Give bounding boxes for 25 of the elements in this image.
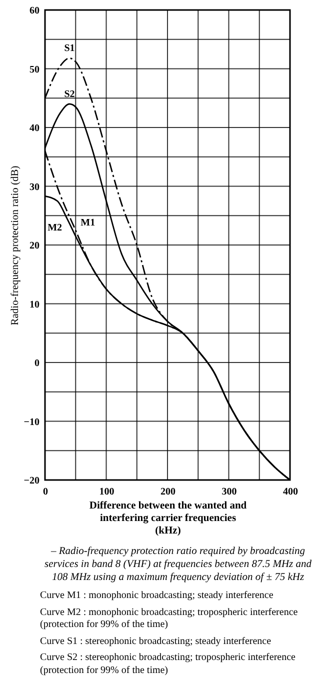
x-axis-title: Difference between the wanted and interfering carrier frequencies (kHz) — [89, 500, 247, 536]
x-tick-label: 100 — [99, 486, 114, 498]
annotation: S2 — [64, 89, 75, 100]
y-tick-label: −10 — [24, 416, 40, 428]
text: Curve S1 : stereophonic broadcasting; steady interference — [40, 636, 272, 648]
text: Curve S2 : stereophonic broadcasting; tropospheric interference (protection for 99% of the time) — [40, 652, 296, 678]
text: Curve M2 : monophonic broadcasting; tropospheric interference (protection for 99% of the time) — [40, 606, 299, 632]
y-tick-label: 0 — [34, 358, 40, 369]
y-tick-label: 20 — [30, 240, 40, 252]
text: Curve M1 : monophonic broadcasting; steady interference — [40, 590, 274, 603]
annotation: S1 — [64, 43, 75, 54]
x-tick-label: 200 — [160, 486, 176, 498]
y-tick-label: 60 — [30, 6, 40, 16]
y-tick-label: 50 — [30, 64, 40, 76]
y-axis-title: Radio-frequency protection ratio (dB) — [10, 165, 21, 326]
x-tick-label: 400 — [283, 486, 298, 498]
y-tick-label: −20 — [24, 476, 40, 486]
annotation: M2 — [48, 222, 62, 234]
text: – Radio-frequency protection ratio required by broadcasting services in band 8 (VHF) at frequencies between 87.5 MHz and 108 MHz using a maximum frequency deviation of ± 75 kHz — [43, 545, 312, 584]
y-tick-label: 10 — [30, 299, 40, 310]
x-tick-label: 300 — [222, 486, 237, 498]
x-tick-label: 0 — [43, 486, 48, 498]
y-tick-label: 40 — [30, 123, 40, 134]
annotation: M1 — [80, 217, 96, 228]
y-tick-label: 30 — [30, 182, 40, 193]
